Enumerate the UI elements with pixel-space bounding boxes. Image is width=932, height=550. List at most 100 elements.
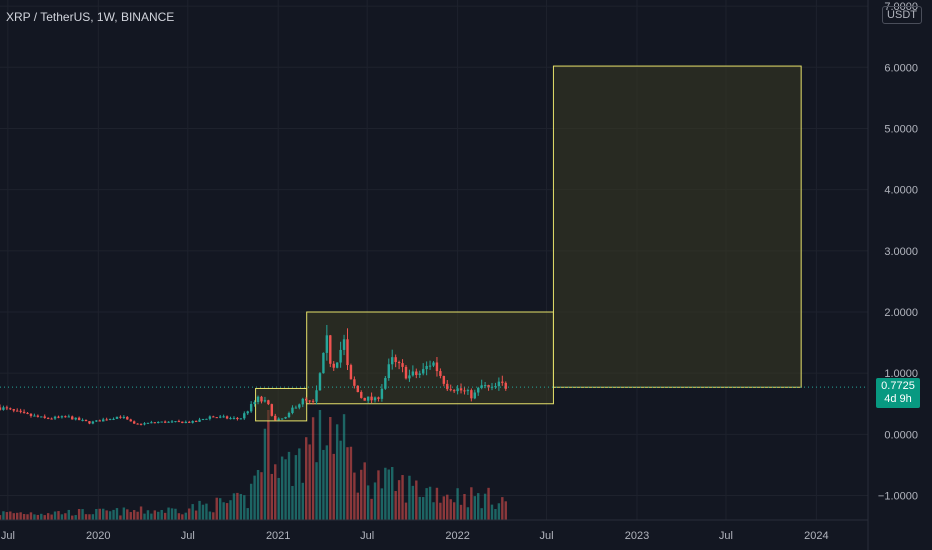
volume-bar [322,449,325,520]
volume-bar [256,469,260,520]
candle-body [119,416,122,418]
volume-bar [408,475,411,520]
volume-bar [380,488,384,520]
volume-bar [291,485,294,520]
volume-bar [184,512,187,520]
candle-body [287,413,291,418]
candle-body [243,413,246,419]
candle [108,418,112,421]
x-tick-label: 2023 [625,530,649,542]
candle-body [253,402,256,405]
candle-body [501,381,504,383]
candle [394,354,397,368]
candle-body [473,392,476,399]
candle [494,382,497,389]
candle [425,361,428,376]
candle [157,421,160,424]
candle-body [356,385,360,393]
candle-body [33,415,36,417]
candle [442,375,446,387]
volume-bar [139,506,143,520]
candle-body [494,386,497,388]
candle [139,423,143,426]
volume-bar [360,469,363,520]
candle [12,408,15,413]
candle [36,414,40,418]
candle [421,363,425,376]
volume-bar [50,514,53,520]
candle-body [12,409,15,411]
candle-body [222,416,225,418]
candle [325,324,329,361]
y-tick-label: 0.0000 [884,429,918,441]
candle-body [463,390,466,392]
volume-bar [473,496,476,520]
candle [377,396,380,402]
volume-bar [212,512,215,520]
candle-body [132,421,136,424]
candle-body [74,417,77,420]
volume-bar [60,514,64,520]
candle-body [139,423,143,425]
candle [19,408,22,414]
candle [208,415,212,421]
candle-body [67,416,71,418]
candle-body [136,423,139,425]
candle [263,396,267,403]
candle-body [256,396,260,403]
volume-bar [456,488,459,520]
candle-body [57,416,60,418]
volume-bar [15,512,19,520]
volume-bar [404,502,408,520]
candle-body [249,404,253,412]
candle-body [229,418,232,420]
candle-body [263,400,267,402]
candle [274,413,277,421]
volume-bars [0,410,507,520]
volume-bar [428,486,432,520]
x-tick-label: Jul [540,530,554,542]
candle [480,379,483,390]
volume-bar [208,511,212,520]
candle [143,422,146,426]
candle-body [157,421,160,423]
candle [256,395,260,405]
volume-bar [346,447,349,520]
volume-bar [335,424,339,520]
candle [435,357,439,377]
candle-body [198,419,201,422]
candle-body [339,349,342,363]
candle [370,392,373,404]
candle [277,417,280,421]
volume-bar [5,512,9,520]
candle [449,384,452,392]
volume-bar [77,509,81,520]
candle [225,415,229,420]
candle-body [181,421,184,424]
volume-bar [353,472,356,520]
candle [232,416,236,420]
volume-bar [449,499,452,520]
candle [40,416,43,418]
candle [132,420,136,424]
volume-bar [349,446,353,520]
candle-body [301,398,304,405]
currency-unit-badge[interactable]: USDT [882,6,922,24]
candle [5,405,9,411]
volume-bar [415,480,418,520]
candle [411,365,415,377]
volume-bar [246,508,249,520]
volume-bar [490,504,494,520]
candle-body [0,407,2,410]
candle-body [380,388,384,399]
candle-body [19,410,22,412]
candle-body [46,417,50,419]
volume-bar [98,508,101,520]
candle-body [384,378,387,389]
chart-title: XRP / TetherUS, 1W, BINANCE [6,10,175,24]
candle-body [126,416,129,420]
volume-bar [480,508,483,520]
candle [439,368,442,379]
